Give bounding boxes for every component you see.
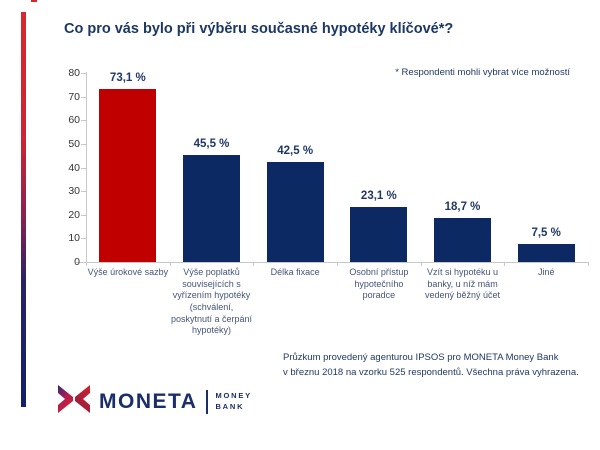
y-axis-tick bbox=[81, 96, 86, 98]
y-axis-tick-label: 40 bbox=[68, 161, 80, 174]
y-axis-tick bbox=[81, 238, 86, 240]
category-label: Délka fixace bbox=[270, 267, 320, 277]
y-axis-tick bbox=[81, 191, 86, 193]
bar bbox=[99, 89, 157, 262]
bar bbox=[266, 161, 324, 262]
source-footer-line1: Průzkum provedený agenturou IPSOS pro MO… bbox=[283, 352, 559, 363]
chart-title: Co pro vás bylo při výběru současné hypo… bbox=[64, 21, 454, 37]
y-axis-tick-label: 50 bbox=[68, 137, 80, 150]
bar bbox=[350, 207, 408, 262]
logo-separator bbox=[206, 389, 209, 414]
x-axis-tick bbox=[253, 262, 255, 266]
moneta-m-icon bbox=[57, 384, 91, 419]
x-axis-tick bbox=[86, 262, 87, 266]
y-axis-tick-label: 30 bbox=[68, 185, 80, 198]
bar-value-label: 18,7 % bbox=[444, 200, 481, 213]
y-axis-tick bbox=[81, 73, 86, 74]
bar-value-label: 42,5 % bbox=[277, 144, 314, 157]
y-axis-tick-label: 0 bbox=[74, 256, 80, 268]
moneta-logo: MONETA MONEY BANK bbox=[57, 384, 252, 419]
category-label: Osobní přístup hypotečního poradce bbox=[349, 267, 409, 301]
bar-value-label: 23,1 % bbox=[360, 190, 397, 203]
y-axis-tick-label: 70 bbox=[68, 90, 80, 103]
source-footer-line2: v březnu 2018 na vzorku 525 respondentů.… bbox=[283, 366, 579, 378]
category-label: Výše poplatků souvisejících s vyřízením … bbox=[170, 267, 253, 336]
footnote-multiselect: * Respondenti mohli vybrat více možností bbox=[395, 67, 570, 78]
money-bank-line1: MONEY bbox=[215, 390, 252, 400]
x-axis-tick bbox=[504, 262, 506, 266]
x-axis-line bbox=[76, 262, 588, 263]
bar-value-label: 73,1 % bbox=[109, 72, 146, 85]
moneta-wordmark: MONETA bbox=[99, 389, 198, 413]
category-label: Jiné bbox=[537, 267, 555, 277]
y-axis-tick-label: 60 bbox=[68, 114, 80, 127]
x-axis-tick bbox=[588, 262, 589, 266]
x-axis-tick bbox=[169, 262, 171, 266]
bar bbox=[434, 217, 491, 262]
y-axis-tick bbox=[81, 120, 86, 122]
top-edge-red-mark bbox=[31, 0, 37, 2]
bar-value-label: 45,5 % bbox=[193, 137, 230, 150]
x-axis-tick bbox=[337, 262, 338, 266]
y-axis-tick bbox=[81, 143, 86, 145]
bar bbox=[183, 154, 240, 262]
x-axis-tick bbox=[420, 262, 422, 266]
bar-value-label: 7,5 % bbox=[531, 227, 561, 240]
y-axis-tick-label: 80 bbox=[68, 67, 80, 79]
category-label: Vzít si hypotéku u banky, u níž mám vede… bbox=[424, 267, 501, 301]
y-axis-tick-label: 20 bbox=[68, 208, 80, 221]
left-accent-gradient-bar bbox=[21, 12, 26, 407]
bar bbox=[517, 244, 575, 262]
category-labels: Výše úrokové sazby Výše poplatků souvisej… bbox=[86, 267, 588, 337]
money-bank-label: MONEY BANK bbox=[215, 391, 252, 413]
y-axis-tick bbox=[81, 262, 86, 263]
source-footer: Průzkum provedený agenturou IPSOS pro MO… bbox=[283, 351, 579, 380]
money-bank-line2: BANK bbox=[215, 401, 245, 411]
category-label: Výše úrokové sazby bbox=[87, 267, 169, 277]
y-axis-tick bbox=[81, 167, 86, 169]
y-axis-tick bbox=[81, 214, 86, 216]
y-axis-tick-label: 10 bbox=[68, 232, 80, 245]
y-axis-line bbox=[86, 72, 87, 263]
